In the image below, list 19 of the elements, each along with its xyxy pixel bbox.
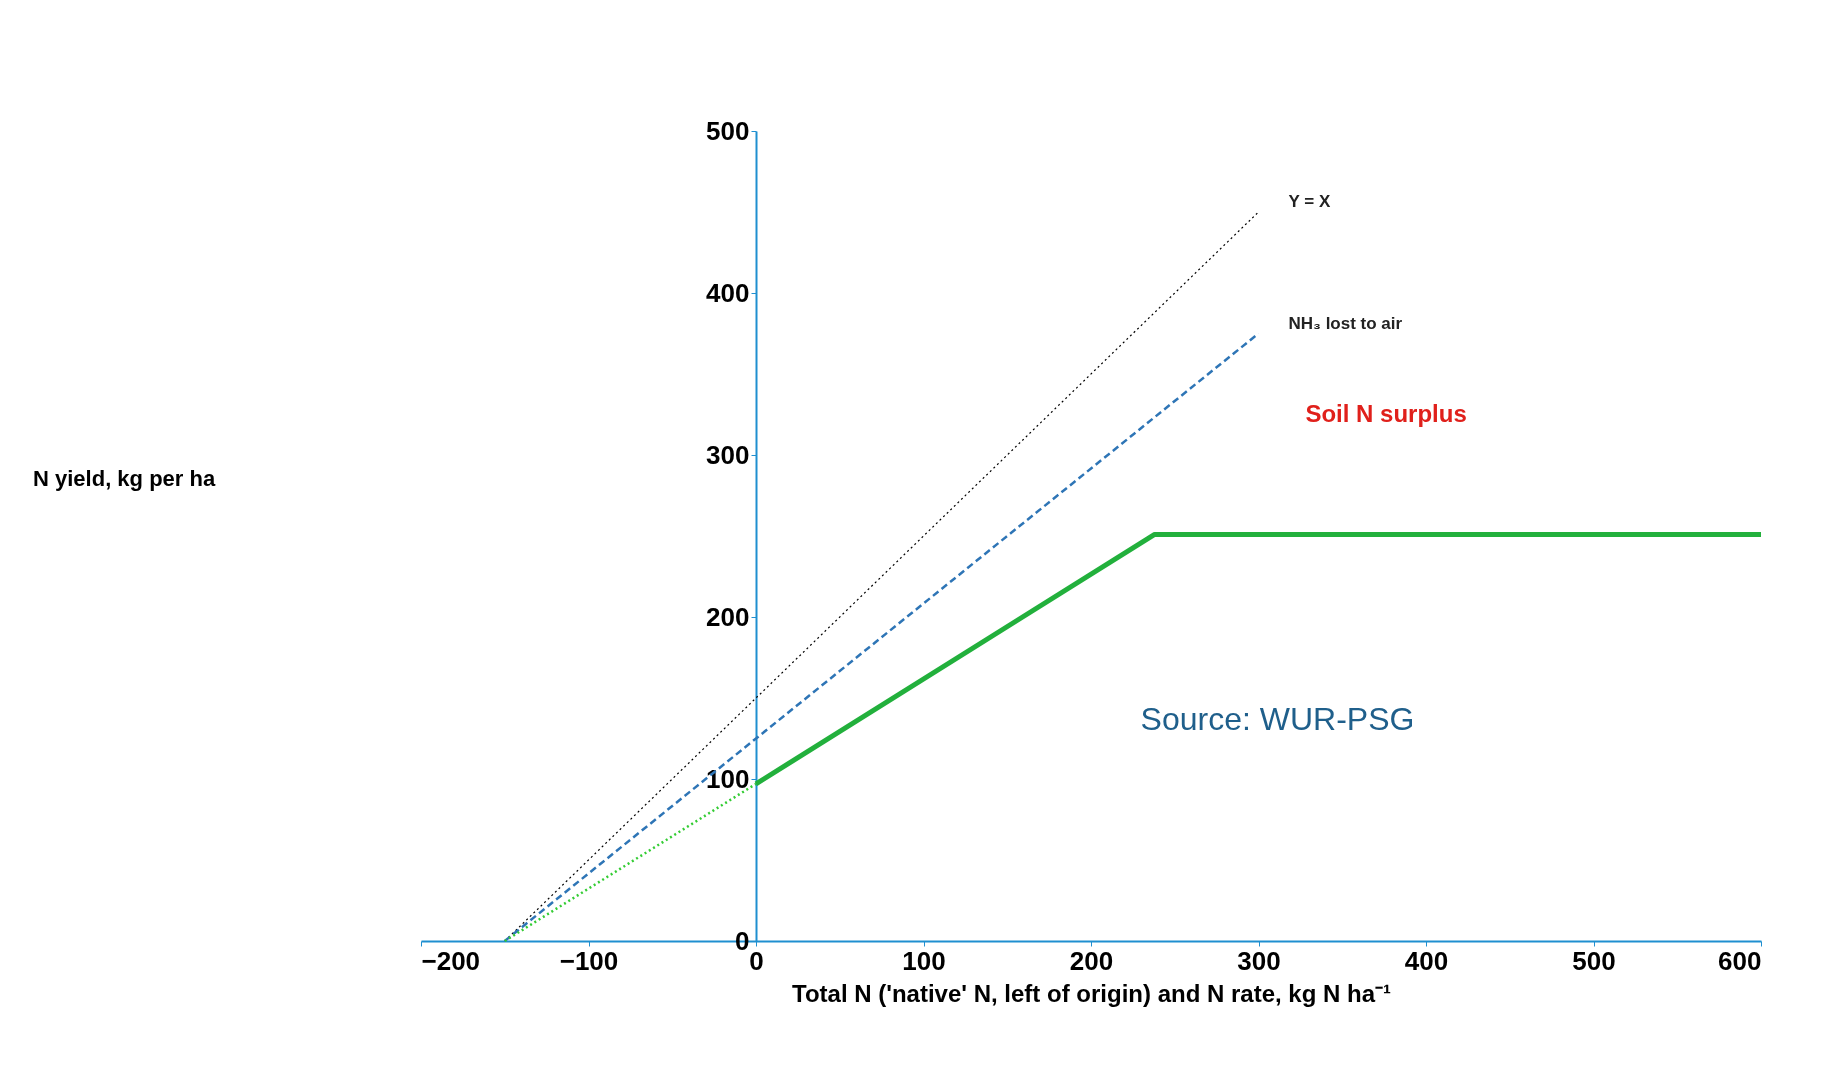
y-tick-label: 200 [706,601,750,632]
series-label: Y = X [1288,192,1331,211]
x-tick-label: 400 [1404,945,1449,976]
x-tick-label: 100 [902,945,946,976]
text: N yield, kg per ha [33,466,216,492]
annotation: Source: WUR-PSG [1140,700,1415,737]
annotation: Soil N surplus [1305,399,1467,427]
y-tick-label: 100 [706,763,750,794]
x-tick-label: 300 [1237,945,1281,976]
x-tick-label: −200 [421,945,481,976]
x-tick-label: 500 [1572,945,1616,976]
x-tick-label: 200 [1069,945,1114,976]
x-tick-label: 600 [1718,945,1762,976]
y-tick-label: 400 [706,277,750,308]
series-label: NH₃ lost to air [1288,313,1403,333]
x-axis-title: Total N ('native' N, left of origin) and N rate, kg N ha⁻¹ [792,979,1392,1007]
y-tick-label: 300 [706,439,750,470]
y-tick-label: 500 [706,115,750,146]
x-tick-label: −100 [559,945,619,976]
